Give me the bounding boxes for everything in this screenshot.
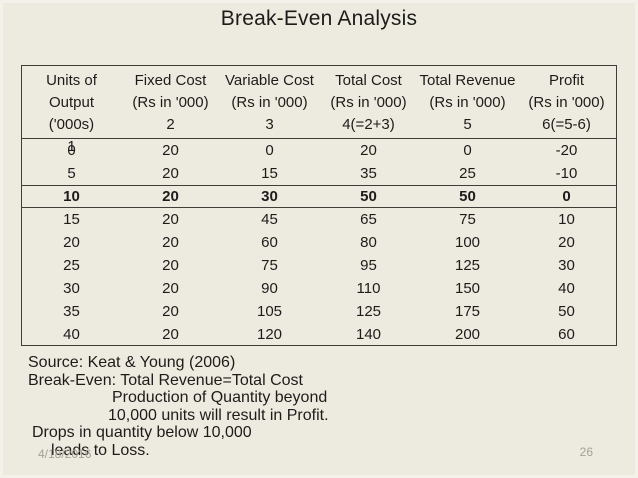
note-profit-line-1: Production of Quantity beyond (112, 389, 328, 406)
page-number: 26 (579, 445, 593, 459)
break-even-table: Units of Output ('000s) 1 Fixed Cost (Rs in … (21, 65, 617, 346)
table-cell: 30 (558, 257, 575, 274)
table-cell: 20 (162, 326, 179, 343)
table-cell: 10 (558, 211, 575, 228)
table-cell: 20 (162, 188, 179, 205)
column-header: Fixed Cost (Rs in '000) 2 (132, 72, 209, 133)
table-row: 25 20 75 95 125 30 (22, 254, 616, 277)
table-cell: 0 (562, 188, 571, 205)
column-header: Units of Output ('000s) 1 (46, 72, 97, 155)
note-breakeven-definition: Break-Even: Total Revenue=Total Cost (28, 371, 303, 389)
table-cell: 30 (261, 188, 278, 205)
note-loss-line-2: leads to Loss. (51, 441, 150, 459)
table-cell: -20 (555, 142, 578, 159)
table-cell: 90 (261, 280, 278, 297)
table-cell: 50 (459, 188, 476, 205)
table-row: 20 20 60 80 100 20 (22, 231, 616, 254)
table-cell: 10 (63, 188, 80, 205)
table-row: 35 20 105 125 175 50 (22, 300, 616, 323)
table-row: 5 20 15 35 25 -10 (22, 162, 616, 185)
table-cell: 60 (261, 234, 278, 251)
table-cell: 110 (356, 280, 381, 297)
page-title: Break-Even Analysis (220, 7, 418, 30)
table-cell: 20 (360, 142, 377, 159)
table-cell: 20 (162, 234, 179, 251)
table-cell: 20 (162, 280, 179, 297)
table-cell: 0 (463, 142, 472, 159)
note-profit-line-2: 10,000 units will result in Profit. (108, 406, 329, 424)
table-cell: 20 (558, 234, 575, 251)
table-cell: 20 (162, 211, 179, 228)
table-cell: 40 (63, 326, 80, 343)
column-header: Total Revenue (Rs in '000) 5 (419, 72, 516, 133)
table-cell: 0 (265, 142, 274, 159)
table-cell: -10 (555, 165, 578, 182)
table-cell: 175 (454, 303, 481, 320)
table-cell: 15 (63, 211, 80, 228)
table-cell: 100 (454, 234, 481, 251)
table-cell: 20 (162, 257, 179, 274)
column-header: Variable Cost (Rs in '000) 3 (225, 72, 314, 133)
table-body: 0 20 0 20 0 -20 5 20 15 35 25 -10 10 20 30 50 50 0 15 20 45 6… (22, 139, 616, 345)
table-cell: 0 (67, 142, 76, 159)
note-loss-line-1: Drops in quantity below 10,000 (32, 424, 252, 441)
table-cell: 125 (454, 257, 481, 274)
table-cell: 120 (256, 326, 283, 343)
table-cell: 20 (162, 165, 179, 182)
table-cell: 40 (558, 280, 575, 297)
note-source: Source: Keat & Young (2006) (28, 354, 236, 371)
table-cell: 140 (355, 326, 382, 343)
table-cell: 60 (558, 326, 575, 343)
table-cell: 75 (261, 257, 278, 274)
table-header: Units of Output ('000s) 1 Fixed Cost (Rs in … (22, 66, 616, 155)
table-cell: 150 (454, 280, 481, 297)
table-row-breakeven: 10 20 30 50 50 0 (22, 185, 616, 208)
column-header: Total Cost (Rs in '000) 4(=2+3) (330, 72, 407, 133)
table-cell: 65 (360, 211, 377, 228)
table-row: 15 20 45 65 75 10 (22, 208, 616, 231)
table-row: 40 20 120 140 200 60 (22, 323, 616, 346)
table-cell: 25 (459, 165, 476, 182)
slide-date: 4/18/2016 (38, 447, 92, 461)
table-cell: 20 (162, 142, 179, 159)
table-cell: 15 (261, 165, 278, 182)
table-cell: 20 (63, 234, 80, 251)
table-cell: 50 (558, 303, 575, 320)
table-cell: 25 (63, 257, 80, 274)
table-cell: 75 (459, 211, 476, 228)
table-cell: 20 (162, 303, 179, 320)
table-cell: 5 (67, 165, 76, 182)
table-cell: 125 (355, 303, 382, 320)
table-cell: 80 (360, 234, 377, 251)
table-cell: 200 (454, 326, 481, 343)
notes-block: Source: Keat & Young (2006) Break-Even: … (28, 354, 329, 459)
table-cell: 105 (256, 303, 283, 320)
table-cell: 35 (360, 165, 377, 182)
table-row: 0 20 0 20 0 -20 (22, 139, 616, 162)
table-cell: 35 (63, 303, 80, 320)
table-cell: 50 (360, 188, 377, 205)
table-cell: 30 (63, 280, 80, 297)
table-cell: 95 (360, 257, 377, 274)
table-row: 30 20 90 110 150 40 (22, 277, 616, 300)
table-cell: 45 (261, 211, 278, 228)
column-header: Profit (Rs in '000) 6(=5-6) (528, 72, 605, 133)
